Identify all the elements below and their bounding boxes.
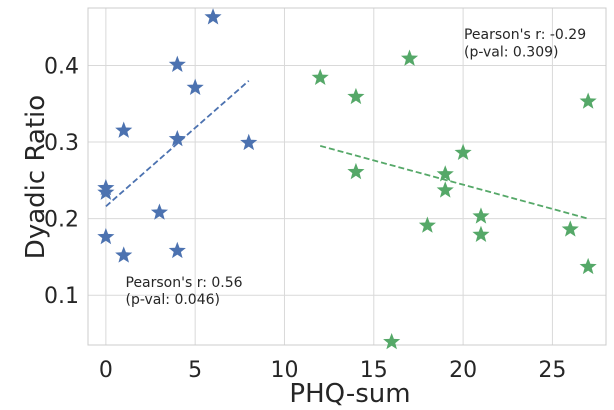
data-point [383, 332, 401, 350]
trendline [319, 144, 589, 220]
x-axis: 0 5 10 15 20 25 [99, 358, 567, 383]
data-point [418, 216, 436, 233]
y-tick-label: 0.4 [44, 54, 79, 79]
data-point [97, 228, 115, 245]
x-tick-label: 10 [270, 358, 298, 383]
x-tick-label: 20 [449, 358, 477, 383]
data-point [168, 129, 186, 147]
data-point [472, 225, 490, 242]
data-point [204, 8, 222, 25]
data-point [436, 181, 454, 198]
annotations: Pearson's r: 0.56 (p-val: 0.046) Pearson'… [126, 27, 587, 308]
data-point [347, 87, 365, 105]
data-point [168, 241, 186, 259]
data-point [347, 162, 365, 180]
plot-area [87, 7, 607, 346]
y-tick-label: 0.1 [44, 284, 79, 309]
data-point [240, 133, 258, 151]
data-point [472, 207, 490, 224]
x-axis-label: PHQ-sum [289, 379, 410, 409]
y-axis-label: Dyadic Ratio [21, 95, 51, 259]
y-tick-label: 0.3 [44, 131, 79, 156]
grid [88, 8, 606, 345]
annotation-text: (p-val: 0.046) [126, 292, 221, 308]
data-point [400, 49, 419, 66]
annotation-text: (p-val: 0.309) [464, 45, 559, 61]
annotation-text: Pearson's r: 0.56 [126, 275, 243, 291]
trendline [105, 80, 250, 208]
data-point [561, 220, 579, 237]
data-point [168, 55, 186, 72]
y-axis: 0.1 0.2 0.3 0.4 [44, 54, 79, 309]
data-point [186, 78, 204, 95]
data-point [579, 257, 597, 275]
x-tick-label: 15 [360, 358, 388, 383]
data-point [97, 183, 115, 200]
annotation-text: Pearson's r: -0.29 [464, 27, 586, 43]
data-point [454, 143, 472, 161]
x-tick-label: 25 [538, 358, 566, 383]
data-point [579, 92, 597, 109]
y-tick-label: 0.2 [44, 208, 79, 233]
x-tick-label: 5 [188, 358, 202, 383]
data-point [436, 165, 454, 182]
x-tick-label: 0 [99, 358, 113, 383]
data-point [115, 121, 133, 138]
data-point [115, 246, 133, 263]
trendlines [105, 80, 589, 220]
data-point [150, 203, 169, 220]
markers [97, 8, 597, 350]
data-point [311, 68, 329, 85]
